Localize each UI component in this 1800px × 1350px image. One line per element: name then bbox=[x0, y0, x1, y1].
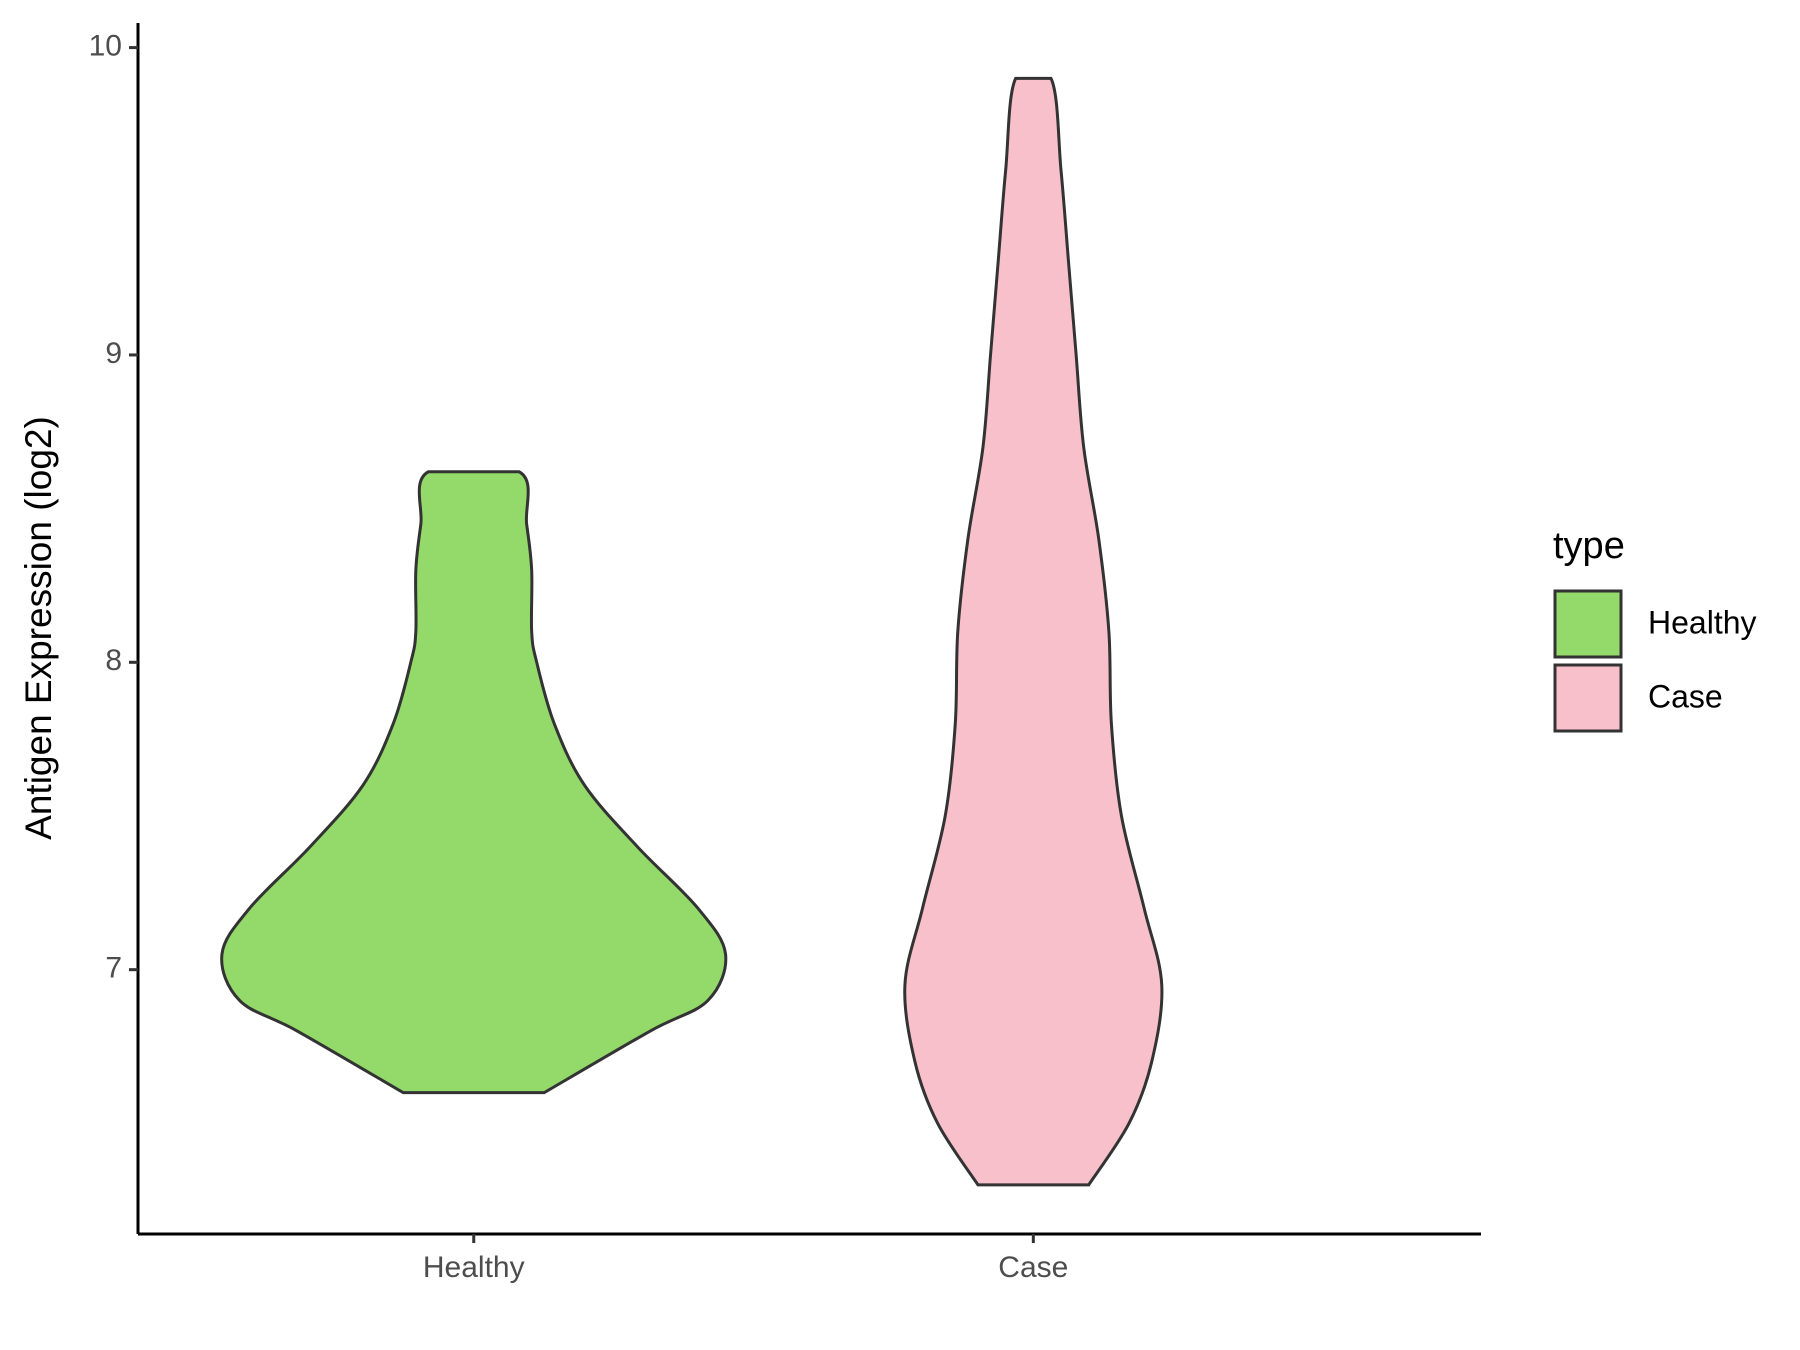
x-tick-label: Healthy bbox=[423, 1251, 525, 1284]
legend-key bbox=[1553, 589, 1623, 659]
legend-key bbox=[1553, 663, 1623, 733]
violin bbox=[903, 76, 1164, 1187]
violin bbox=[220, 470, 728, 1095]
legend-label: Case bbox=[1648, 678, 1723, 714]
legend-label: Healthy bbox=[1648, 604, 1757, 640]
legend-title: type bbox=[1553, 525, 1625, 567]
y-tick-label: 8 bbox=[105, 644, 122, 677]
y-tick-label: 10 bbox=[89, 30, 122, 63]
y-tick-label: 7 bbox=[105, 952, 122, 985]
y-tick-label: 9 bbox=[105, 337, 122, 370]
x-tick-label: Case bbox=[998, 1251, 1068, 1284]
y-axis-title: Antigen Expression (log2) bbox=[18, 416, 59, 840]
